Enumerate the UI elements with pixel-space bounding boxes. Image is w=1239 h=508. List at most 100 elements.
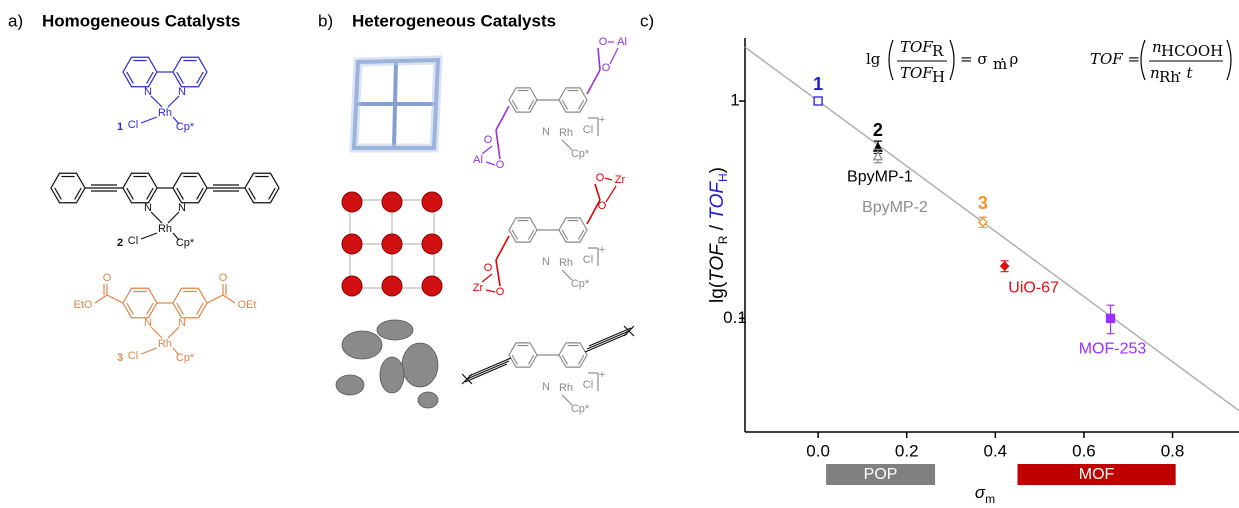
atom-label: N bbox=[144, 317, 152, 329]
atom-label: Rh bbox=[158, 107, 172, 119]
x-label-sub: m bbox=[985, 492, 995, 506]
point-label: BpyMP-2 bbox=[862, 199, 928, 216]
equation-part: lg bbox=[866, 50, 881, 68]
bond bbox=[562, 230, 567, 239]
panel-title: Heterogeneous Catalysts bbox=[352, 11, 556, 30]
bond bbox=[95, 295, 107, 303]
y-label-part: lg( bbox=[707, 281, 728, 303]
bond bbox=[606, 186, 616, 202]
equation-part: R bbox=[932, 42, 944, 60]
bond bbox=[496, 106, 509, 130]
atom-label: Cp* bbox=[176, 352, 195, 364]
atom-label: Rh bbox=[559, 127, 573, 139]
x-axis-label: σm bbox=[975, 483, 995, 506]
ring bbox=[173, 173, 207, 202]
atom-label: EtO bbox=[74, 299, 93, 311]
ring bbox=[509, 343, 537, 367]
bond bbox=[610, 48, 618, 64]
atom-label: N bbox=[144, 86, 152, 98]
bond bbox=[75, 188, 82, 199]
compound-number: 1 bbox=[117, 121, 123, 133]
bond bbox=[127, 188, 134, 199]
atom-label: N bbox=[144, 202, 152, 214]
atom-label: Cl bbox=[128, 119, 138, 131]
atom-label: Cp* bbox=[176, 121, 195, 133]
data-point bbox=[814, 97, 822, 105]
atom-label: N bbox=[178, 317, 186, 329]
data-point bbox=[1107, 314, 1115, 322]
ring bbox=[559, 218, 587, 242]
bond bbox=[578, 230, 583, 239]
bond bbox=[151, 327, 162, 338]
equation-part: = σ bbox=[960, 50, 988, 68]
bond bbox=[512, 100, 517, 109]
bond bbox=[151, 212, 162, 223]
bond bbox=[496, 236, 509, 260]
point-label: MOF-253 bbox=[1079, 341, 1147, 358]
equation-part: · ρ bbox=[1000, 50, 1019, 68]
bond bbox=[578, 355, 583, 364]
atom-label: Rh bbox=[559, 382, 573, 394]
equation-part: H bbox=[932, 68, 945, 86]
panel-title: Homogeneous Catalysts bbox=[42, 11, 240, 30]
ring bbox=[173, 288, 207, 317]
bond bbox=[107, 295, 123, 303]
bond bbox=[562, 355, 567, 364]
polymer-gray bbox=[336, 320, 438, 408]
bond bbox=[587, 70, 600, 94]
bond bbox=[147, 303, 154, 314]
bond bbox=[249, 188, 256, 199]
bond bbox=[469, 358, 511, 376]
bond bbox=[528, 230, 533, 239]
point-label: 1 bbox=[813, 74, 823, 94]
y-label-part: ) bbox=[707, 167, 728, 173]
atom-label: N bbox=[542, 381, 550, 393]
bond bbox=[578, 100, 583, 109]
point-label: UiO-67 bbox=[1008, 279, 1059, 296]
panel-label: c) bbox=[640, 11, 654, 30]
bond bbox=[486, 290, 495, 292]
atom-label: + bbox=[599, 244, 605, 256]
atom-label: Cp* bbox=[176, 237, 195, 249]
bond bbox=[141, 117, 157, 123]
atom-label: Al bbox=[617, 36, 627, 48]
crystal-red bbox=[342, 192, 442, 296]
panel-label: b) bbox=[318, 11, 333, 30]
atom-label: Cl bbox=[583, 254, 593, 266]
range-label: MOF bbox=[1079, 466, 1115, 483]
atom-label: N bbox=[542, 256, 550, 268]
bond bbox=[207, 295, 223, 303]
ring bbox=[173, 57, 207, 86]
data-point bbox=[1001, 262, 1009, 270]
bond bbox=[151, 96, 162, 107]
atom-label: Rh bbox=[158, 223, 172, 235]
bond bbox=[587, 331, 629, 349]
bond bbox=[467, 361, 509, 379]
point-label: 2 bbox=[873, 120, 883, 140]
atom-label: Cl bbox=[583, 124, 593, 136]
atom-label: N bbox=[178, 86, 186, 98]
x-tick-label: 0.4 bbox=[984, 441, 1008, 460]
equation-part: TOF bbox=[900, 38, 933, 56]
atom-label: Cp* bbox=[571, 278, 590, 290]
bond bbox=[197, 303, 204, 314]
ring bbox=[509, 218, 537, 242]
atom-label: O bbox=[484, 262, 493, 274]
bond bbox=[269, 188, 276, 199]
atom-label: Cp* bbox=[571, 403, 590, 415]
atom-label: O bbox=[596, 172, 605, 184]
ring bbox=[559, 88, 587, 112]
bond bbox=[465, 364, 507, 382]
bond bbox=[482, 146, 492, 154]
atom-label: Zr bbox=[615, 174, 626, 186]
atom-label: Rh bbox=[559, 257, 573, 269]
atom-label: Cl bbox=[128, 350, 138, 362]
x-tick-label: 0.6 bbox=[1072, 441, 1096, 460]
ring bbox=[123, 173, 157, 202]
bond bbox=[127, 303, 134, 314]
atom-label: O bbox=[496, 286, 505, 298]
ring bbox=[559, 343, 587, 367]
figure: a) Homogeneous Catalysts b) Heterogeneou… bbox=[0, 0, 1239, 508]
bond bbox=[147, 72, 154, 83]
bond bbox=[197, 72, 204, 83]
